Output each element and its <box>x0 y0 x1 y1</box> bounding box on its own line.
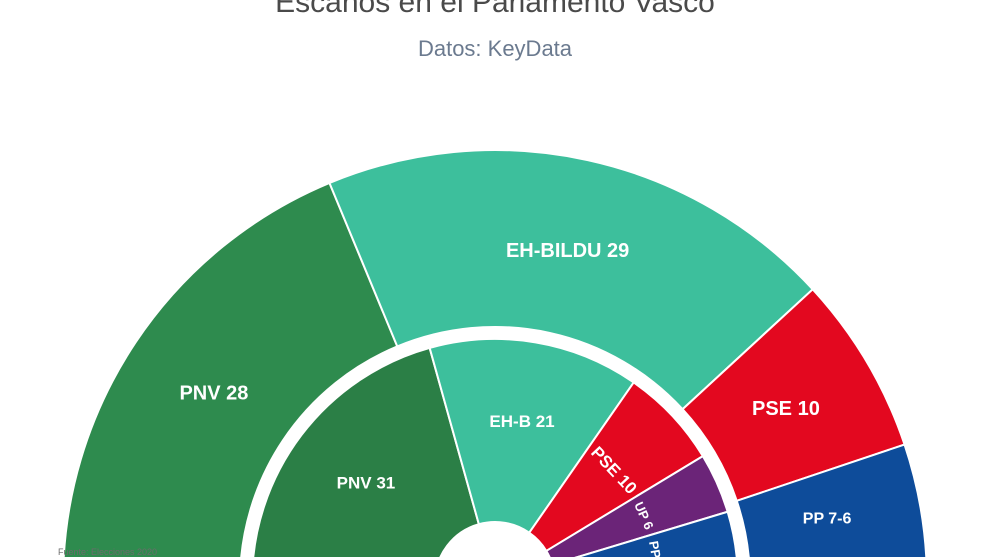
inner-label-pnv: PNV 31 <box>337 474 396 493</box>
chart-footnote: Fuente: Elecciones 2020 <box>58 547 158 557</box>
chart-title: Escaños en el Parlamento Vasco <box>275 0 715 19</box>
chart-subtitle: Datos: KeyData <box>417 36 573 61</box>
outer-slice-pp <box>735 443 928 557</box>
outer-slice-eh-bildu <box>328 149 815 411</box>
inner-label-eh-b: EH-B 21 <box>489 412 554 431</box>
outer-slice-pnv <box>62 181 399 557</box>
outer-label-pnv: PNV 28 <box>179 383 248 405</box>
outer-label-pse: PSE 10 <box>752 398 820 420</box>
inner-slice-pnv <box>252 346 481 557</box>
inner-label-pp: PP 6 <box>646 540 665 557</box>
inner-slice-pp <box>574 510 738 557</box>
outer-label-eh-bildu: EH-BILDU 29 <box>506 240 629 262</box>
inner-slice-eh-b <box>428 338 636 535</box>
outer-label-pp: PP 7-6 <box>803 510 852 527</box>
